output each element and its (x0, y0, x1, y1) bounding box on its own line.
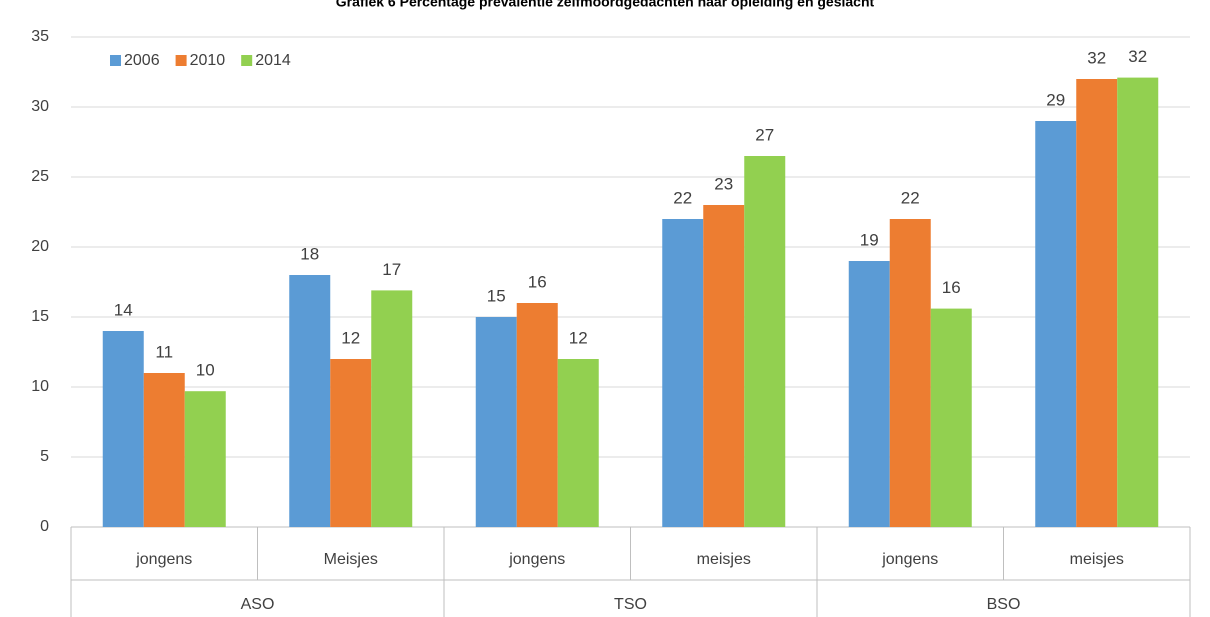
bar (143, 373, 185, 527)
data-label: 32 (1087, 48, 1106, 67)
y-tick-label: 35 (31, 28, 49, 45)
legend-swatch (175, 55, 187, 66)
legend-label: 2006 (124, 52, 160, 69)
data-label: 12 (569, 328, 588, 347)
bar (662, 219, 704, 527)
y-tick-label: 5 (40, 448, 49, 465)
y-tick-label: 0 (40, 518, 49, 535)
bar (516, 303, 558, 527)
x-tick-label: meisjes (1070, 551, 1124, 568)
legend-swatch (241, 55, 253, 66)
bar (1117, 77, 1159, 527)
data-label: 11 (155, 342, 173, 361)
chart-title: Grafiek 6 Percentage prevalentie zelfmoo… (336, 0, 875, 10)
bar (889, 219, 931, 527)
legend-label: 2010 (190, 52, 226, 69)
y-tick-label: 25 (31, 168, 49, 185)
bar (330, 359, 372, 527)
group-label: BSO (987, 596, 1021, 613)
x-tick-label: jongens (881, 551, 938, 568)
bar (184, 391, 226, 527)
x-tick-label: meisjes (697, 551, 751, 568)
data-label: 18 (300, 244, 319, 263)
data-label: 15 (487, 286, 506, 305)
bar (744, 156, 786, 527)
data-label: 14 (114, 300, 133, 319)
y-tick-label: 30 (31, 98, 49, 115)
data-label: 10 (196, 361, 215, 380)
data-label: 22 (673, 188, 692, 207)
data-label: 27 (755, 125, 774, 144)
data-label: 17 (382, 260, 401, 279)
data-label: 23 (714, 174, 733, 193)
data-label: 19 (860, 230, 879, 249)
data-label: 16 (942, 278, 961, 297)
y-tick-label: 15 (31, 308, 49, 325)
bar (289, 275, 331, 527)
bar (371, 290, 413, 527)
bar (475, 317, 517, 527)
group-label: TSO (614, 596, 647, 613)
bar (102, 331, 144, 527)
legend-label: 2014 (255, 52, 291, 69)
group-label: ASO (241, 596, 275, 613)
x-tick-label: Meisjes (324, 551, 378, 568)
data-label: 12 (341, 328, 360, 347)
data-label: 22 (901, 188, 920, 207)
data-label: 16 (528, 272, 547, 291)
y-tick-label: 10 (31, 378, 49, 395)
bar (557, 359, 599, 527)
x-tick-label: jongens (508, 551, 565, 568)
data-label: 32 (1128, 47, 1147, 66)
y-tick-label: 20 (31, 238, 49, 255)
bar (1076, 79, 1118, 527)
bar (848, 261, 890, 527)
bar (1035, 121, 1077, 527)
bar (930, 308, 972, 527)
data-label: 29 (1046, 90, 1065, 109)
legend-swatch (110, 55, 121, 66)
x-tick-label: jongens (135, 551, 192, 568)
bar (703, 205, 745, 527)
